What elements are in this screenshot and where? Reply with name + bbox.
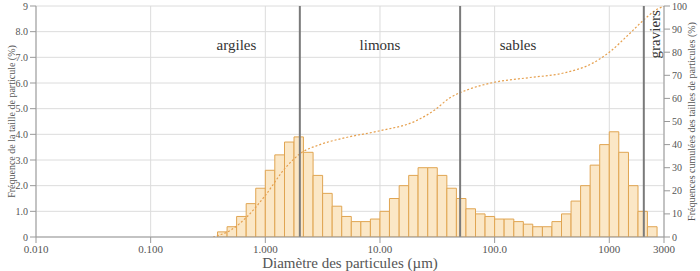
svg-text:80: 80 <box>672 47 682 58</box>
svg-text:30: 30 <box>672 162 682 173</box>
svg-text:100: 100 <box>672 1 687 12</box>
svg-text:6.0: 6.0 <box>16 78 29 89</box>
svg-text:40: 40 <box>672 139 682 150</box>
svg-text:3000: 3000 <box>653 243 676 255</box>
svg-text:10.00: 10.00 <box>368 243 393 255</box>
svg-text:graviers: graviers <box>647 10 663 58</box>
svg-text:0.010: 0.010 <box>24 243 49 255</box>
svg-text:7.0: 7.0 <box>16 52 29 63</box>
svg-text:sables: sables <box>500 37 537 53</box>
svg-text:Fréquences cumulées des taille: Fréquences cumulées des tailles de parti… <box>686 22 693 221</box>
svg-text:4.0: 4.0 <box>16 129 29 140</box>
svg-text:argiles: argiles <box>217 37 257 53</box>
svg-text:60: 60 <box>672 93 682 104</box>
svg-text:8.0: 8.0 <box>16 26 29 37</box>
svg-text:limons: limons <box>360 37 401 53</box>
svg-text:90: 90 <box>672 24 682 35</box>
svg-text:1.000: 1.000 <box>253 243 278 255</box>
svg-text:70: 70 <box>672 70 682 81</box>
svg-text:9: 9 <box>23 1 28 12</box>
svg-text:3.0: 3.0 <box>16 155 29 166</box>
svg-text:Diamètre des particules (µm): Diamètre des particules (µm) <box>262 255 438 271</box>
svg-text:0: 0 <box>23 232 28 243</box>
svg-text:2.0: 2.0 <box>16 180 29 191</box>
svg-text:50: 50 <box>672 116 682 127</box>
svg-text:100.0: 100.0 <box>482 243 507 255</box>
svg-text:1000: 1000 <box>598 243 621 255</box>
svg-text:20: 20 <box>672 185 682 196</box>
svg-text:0: 0 <box>672 232 677 243</box>
svg-text:5.0: 5.0 <box>16 103 29 114</box>
svg-text:1.0: 1.0 <box>16 206 29 217</box>
svg-text:10: 10 <box>672 208 682 219</box>
svg-text:0.100: 0.100 <box>138 243 163 255</box>
svg-text:Fréquence de la taille de part: Fréquence de la taille de particule (%) <box>8 45 18 198</box>
